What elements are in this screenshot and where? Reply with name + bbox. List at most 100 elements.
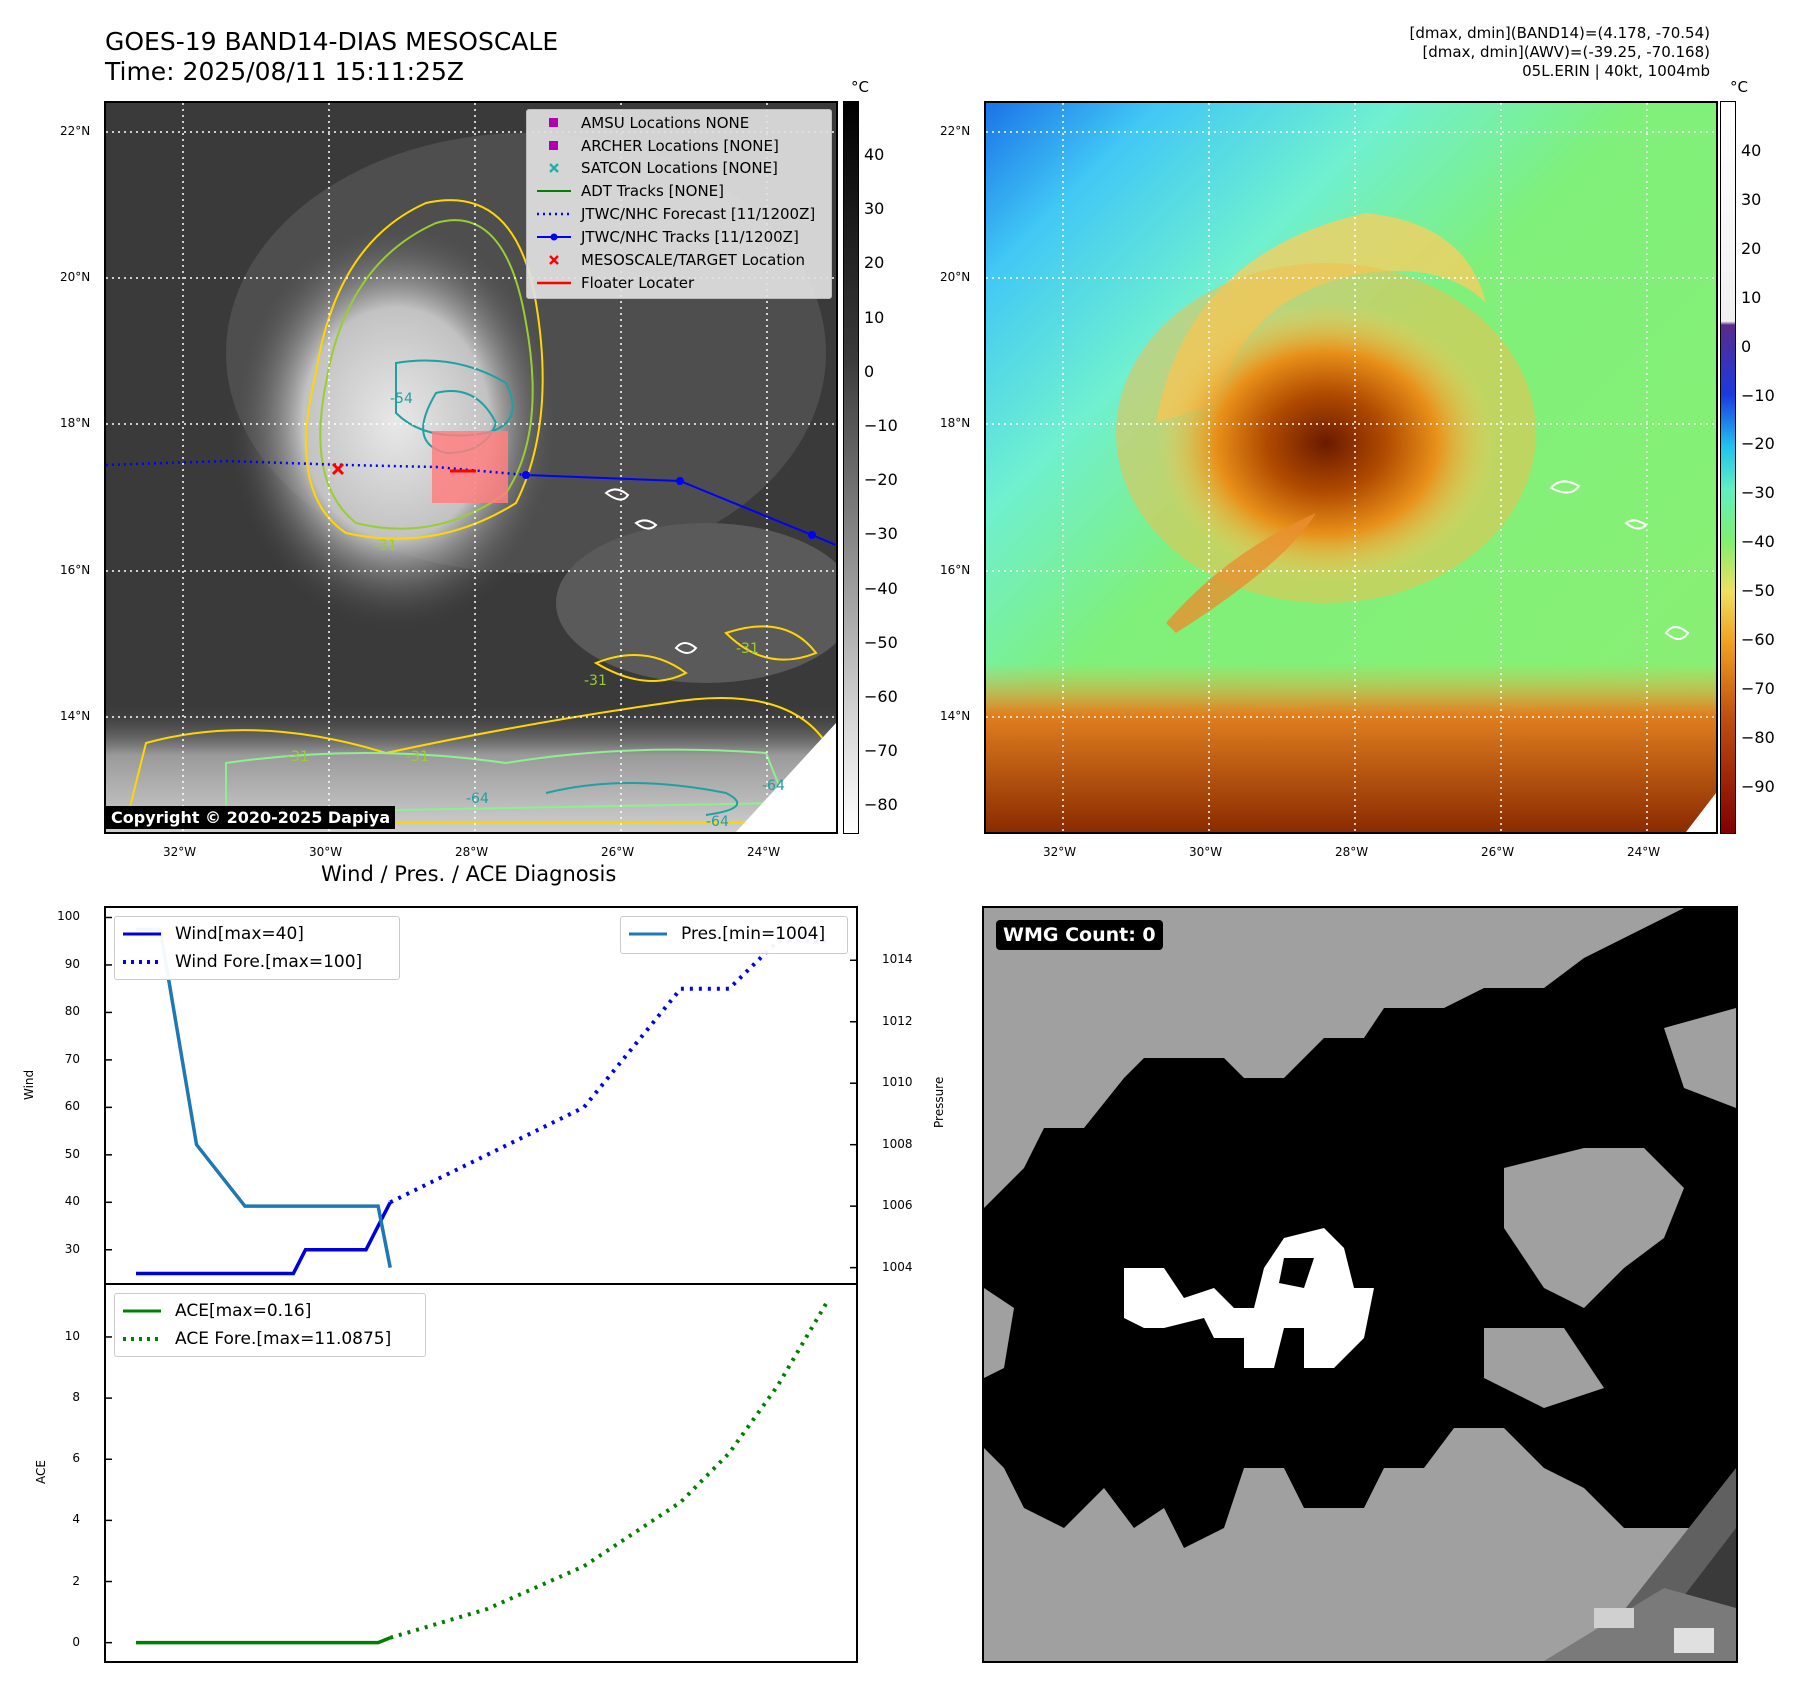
wind-series-0 bbox=[136, 1201, 392, 1276]
colorbar-tick: −70 bbox=[864, 741, 898, 761]
wind-series-2 bbox=[136, 927, 392, 1268]
wind-tick: 60 bbox=[64, 1099, 80, 1114]
legend-marker bbox=[549, 141, 558, 150]
legend-label: JTWC/NHC Forecast [11/1200Z] bbox=[581, 205, 816, 223]
lon-label: 32°W bbox=[1043, 845, 1077, 859]
ace-axis-label: ACE bbox=[34, 1460, 48, 1484]
legend-item: SATCON Locations [NONE] bbox=[537, 157, 778, 179]
legend-label: ACE Fore.[max=11.0875] bbox=[175, 1329, 392, 1349]
wind-axis-label: Wind bbox=[22, 1069, 36, 1100]
wind-pressure-plot: Wind[max=40] Wind Fore.[max=100] Pres.[m… bbox=[104, 906, 858, 1285]
figure-title: GOES-19 BAND14-DIAS MESOSCALE bbox=[105, 27, 559, 56]
colorbar-tick: 30 bbox=[864, 199, 885, 219]
pressure-tick: 1008 bbox=[882, 1136, 913, 1151]
legend-label: Floater Locater bbox=[581, 274, 695, 292]
legend-item: ACE Fore.[max=11.0875] bbox=[123, 1326, 391, 1352]
legend-label: MESOSCALE/TARGET Location bbox=[581, 251, 806, 269]
ir-colorbar-unit: °C bbox=[851, 78, 869, 96]
lat-label: 16°N bbox=[60, 563, 91, 577]
legend-label: JTWC/NHC Tracks [11/1200Z] bbox=[581, 228, 799, 246]
awv-colorbar-unit: °C bbox=[1730, 78, 1748, 96]
lat-label: 20°N bbox=[940, 270, 971, 284]
ace-tick: 8 bbox=[72, 1390, 80, 1405]
legend-item: ACE[max=0.16] bbox=[123, 1298, 311, 1324]
lon-label: 24°W bbox=[747, 845, 781, 859]
legend-item: Wind[max=40] bbox=[123, 921, 304, 947]
ir-colorbar bbox=[843, 101, 859, 834]
wmg-image bbox=[984, 908, 1736, 1661]
colorbar-tick: −50 bbox=[864, 632, 898, 652]
ace-tick: 2 bbox=[72, 1573, 80, 1588]
legend-item: Floater Locater bbox=[537, 272, 694, 294]
colorbar-tick: −80 bbox=[864, 795, 898, 815]
lat-label: 14°N bbox=[60, 709, 91, 723]
wind-tick: 80 bbox=[64, 1004, 80, 1019]
wind-tick: 40 bbox=[64, 1194, 80, 1209]
legend-label: AMSU Locations NONE bbox=[581, 114, 750, 132]
colorbar-tick: 10 bbox=[1741, 287, 1762, 307]
pressure-axis-label: Pressure bbox=[932, 1076, 946, 1128]
awv-gridlines bbox=[986, 103, 1716, 832]
awv-colorbar bbox=[1720, 101, 1736, 834]
colorbar-tick: 10 bbox=[864, 307, 885, 327]
lat-label: 22°N bbox=[940, 124, 971, 138]
contour-label: -64 bbox=[762, 778, 785, 794]
target-box bbox=[432, 431, 508, 503]
awv-map-panel bbox=[984, 101, 1718, 834]
colorbar-tick: −10 bbox=[1741, 385, 1775, 405]
copyright-label: Copyright © 2020-2025 Dapiya bbox=[106, 806, 396, 829]
colorbar-tick: 20 bbox=[864, 253, 885, 273]
lon-label: 24°W bbox=[1627, 845, 1661, 859]
legend-item: AMSU Locations NONE bbox=[537, 112, 749, 134]
ace-series-0 bbox=[136, 1636, 391, 1645]
colorbar-tick: −50 bbox=[1741, 581, 1775, 601]
legend-item: Wind Fore.[max=100] bbox=[123, 949, 362, 975]
colorbar-tick: −30 bbox=[864, 524, 898, 544]
colorbar-tick: −20 bbox=[864, 470, 898, 490]
colorbar-tick: −20 bbox=[1741, 434, 1775, 454]
legend-label: Pres.[min=1004] bbox=[681, 924, 826, 944]
colorbar-tick: −10 bbox=[864, 416, 898, 435]
info-awv-range: [dmax, dmin](AWV)=(-39.25, -70.168) bbox=[1422, 43, 1710, 61]
colorbar-tick: −60 bbox=[1741, 630, 1775, 649]
pressure-tick: 1006 bbox=[882, 1198, 913, 1213]
ace-legend: ACE[max=0.16] ACE Fore.[max=11.0875] bbox=[114, 1293, 426, 1357]
pressure-tick: 1014 bbox=[882, 952, 913, 967]
legend-marker bbox=[549, 255, 559, 265]
legend-item: MESOSCALE/TARGET Location bbox=[537, 249, 805, 271]
ace-svg bbox=[106, 1302, 828, 1645]
pressure-tick: 1010 bbox=[882, 1075, 913, 1090]
legend-item: ARCHER Locations [NONE] bbox=[537, 135, 779, 157]
lat-label: 14°N bbox=[940, 709, 971, 723]
colorbar-tick: −30 bbox=[1741, 483, 1775, 503]
ace-tick: 10 bbox=[64, 1328, 80, 1343]
contour-label: -31 bbox=[406, 749, 429, 765]
lon-label: 28°W bbox=[455, 845, 489, 859]
ace-tick: 4 bbox=[72, 1512, 80, 1527]
contour-label: -31 bbox=[286, 749, 309, 765]
pressure-tick: 1004 bbox=[882, 1259, 913, 1274]
lon-label: 32°W bbox=[163, 845, 197, 859]
contour-label: -64 bbox=[706, 814, 729, 830]
lat-label: 18°N bbox=[60, 416, 91, 430]
colorbar-tick: −60 bbox=[864, 687, 898, 706]
pressure-tick: 1012 bbox=[882, 1013, 913, 1028]
colorbar-tick: 40 bbox=[1741, 141, 1762, 160]
track-point bbox=[676, 477, 684, 485]
legend-marker bbox=[550, 233, 558, 241]
target-marker bbox=[331, 462, 345, 476]
lon-label: 28°W bbox=[1335, 845, 1369, 859]
legend-item: Pres.[min=1004] bbox=[629, 921, 825, 947]
lon-label: 26°W bbox=[601, 845, 635, 859]
figure-timestamp: Time: 2025/08/11 15:11:25Z bbox=[105, 57, 464, 86]
ace-tick: 0 bbox=[72, 1634, 80, 1649]
info-storm: 05L.ERIN | 40kt, 1004mb bbox=[1522, 62, 1710, 80]
contour-label: -64 bbox=[466, 791, 489, 807]
legend-marker bbox=[549, 118, 558, 127]
contour-label: -31 bbox=[374, 538, 397, 554]
legend-item: JTWC/NHC Forecast [11/1200Z] bbox=[537, 203, 815, 225]
legend-label: SATCON Locations [NONE] bbox=[581, 159, 778, 177]
wind-tick: 70 bbox=[64, 1051, 80, 1066]
legend-item: JTWC/NHC Tracks [11/1200Z] bbox=[537, 226, 799, 248]
legend-label: ARCHER Locations [NONE] bbox=[581, 137, 779, 155]
